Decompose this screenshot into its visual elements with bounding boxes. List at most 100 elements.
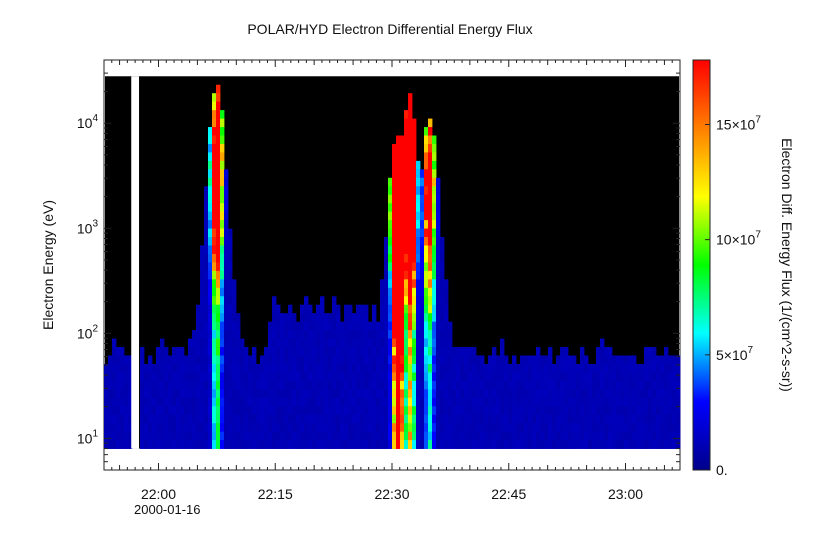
- spectrogram-cell: [516, 431, 521, 441]
- spectrogram-cell: [432, 160, 437, 170]
- spectrogram-cell: [404, 169, 409, 179]
- spectrogram-cell: [612, 380, 617, 390]
- spectrogram-cell: [492, 431, 497, 441]
- spectrogram-cell: [240, 380, 245, 390]
- spectrogram-cell: [408, 203, 413, 213]
- spectrogram-cell: [376, 423, 381, 433]
- spectrogram-cell: [204, 186, 209, 196]
- spectrogram-cell: [420, 431, 425, 441]
- spectrogram-cell: [480, 414, 485, 424]
- spectrogram-cell: [332, 321, 337, 331]
- spectrogram-cell: [492, 372, 497, 382]
- spectrogram-cell: [576, 406, 581, 416]
- spectrogram-cell: [428, 296, 433, 306]
- spectrogram-cell: [468, 406, 473, 416]
- spectrogram-cell: [392, 380, 397, 390]
- spectrogram-cell: [308, 330, 313, 339]
- spectrogram-cell: [120, 406, 125, 416]
- spectrogram-cell: [436, 414, 441, 424]
- spectrogram-cell: [408, 169, 413, 179]
- spectrogram-cell: [632, 380, 637, 390]
- spectrogram-cell: [220, 304, 225, 314]
- spectrogram-cell: [412, 355, 417, 365]
- spectrogram-cell: [408, 431, 413, 441]
- spectrogram-cell: [212, 347, 217, 356]
- spectrogram-cell: [328, 355, 333, 365]
- spectrogram-cell: [424, 211, 429, 221]
- spectrogram-cell: [168, 380, 173, 390]
- spectrogram-cell: [584, 431, 589, 441]
- spectrogram-cell: [308, 338, 313, 348]
- spectrogram-cell: [568, 380, 573, 390]
- spectrogram-cell: [212, 203, 217, 213]
- spectrogram-cell: [540, 380, 545, 390]
- spectrogram-cell: [412, 220, 417, 229]
- spectrogram-cell: [616, 380, 621, 390]
- spectrogram-cell: [448, 347, 453, 356]
- spectrogram-cell: [612, 372, 617, 382]
- spectrogram-cell: [424, 406, 429, 416]
- spectrogram-cell: [216, 135, 221, 145]
- spectrogram-cell: [196, 397, 201, 407]
- spectrogram-cell: [304, 423, 309, 433]
- spectrogram-cell: [436, 194, 441, 204]
- spectrogram-cell: [400, 211, 405, 221]
- spectrogram-cell: [668, 440, 673, 449]
- spectrogram-cell: [212, 372, 217, 382]
- spectrogram-cell: [232, 279, 237, 289]
- spectrogram-cell: [668, 431, 673, 441]
- spectrogram-cell: [452, 347, 457, 356]
- spectrogram-cell: [656, 414, 661, 424]
- spectrogram-cell: [188, 355, 193, 365]
- spectrogram-cell: [616, 397, 621, 407]
- spectrogram-cell: [484, 397, 489, 407]
- spectrogram-cell: [332, 406, 337, 416]
- spectrogram-cell: [212, 135, 217, 145]
- spectrogram-cell: [596, 423, 601, 433]
- spectrogram-cell: [204, 262, 209, 272]
- spectrogram-cell: [344, 330, 349, 339]
- spectrogram-cell: [440, 253, 445, 263]
- spectrogram-cell: [544, 355, 549, 365]
- spectrogram-cell: [396, 380, 401, 390]
- spectrogram-cell: [432, 372, 437, 382]
- spectrogram-cell: [624, 389, 629, 399]
- spectrogram-cell: [560, 347, 565, 356]
- spectrogram-cell: [464, 363, 469, 373]
- spectrogram-cell: [196, 313, 201, 323]
- spectrogram-cell: [204, 194, 209, 204]
- spectrogram-cell: [356, 363, 361, 373]
- spectrogram-cell: [212, 245, 217, 255]
- spectrogram-cell: [416, 355, 421, 365]
- spectrogram-cell: [512, 440, 517, 449]
- spectrogram-cell: [668, 363, 673, 373]
- spectrogram-cell: [340, 397, 345, 407]
- spectrogram-cell: [220, 203, 225, 213]
- spectrogram-cell: [504, 423, 509, 433]
- spectrogram-cell: [444, 287, 449, 297]
- spectrogram-cell: [116, 397, 121, 407]
- spectrogram-cell: [552, 431, 557, 441]
- spectrogram-cell: [276, 431, 281, 441]
- spectrogram-cell: [532, 380, 537, 390]
- spectrogram-cell: [512, 355, 517, 365]
- spectrogram-cell: [596, 363, 601, 373]
- spectrogram-cell: [388, 389, 393, 399]
- spectrogram-cell: [308, 313, 313, 323]
- spectrogram-cell: [420, 313, 425, 323]
- spectrogram-cell: [412, 304, 417, 314]
- spectrogram-cell: [668, 397, 673, 407]
- spectrogram-cell: [216, 101, 221, 111]
- spectrogram-cell: [528, 431, 533, 441]
- spectrogram-cell: [408, 118, 413, 128]
- spectrogram-cell: [328, 423, 333, 433]
- spectrogram-cell: [272, 313, 277, 323]
- spectrogram-cell: [404, 440, 409, 449]
- spectrogram-cell: [112, 347, 117, 356]
- spectrogram-cell: [640, 440, 645, 449]
- spectrogram-cell: [432, 397, 437, 407]
- spectrogram-cell: [228, 338, 233, 348]
- spectrogram-cell: [592, 372, 597, 382]
- spectrogram-cell: [156, 440, 161, 449]
- spectrogram-cell: [216, 110, 221, 119]
